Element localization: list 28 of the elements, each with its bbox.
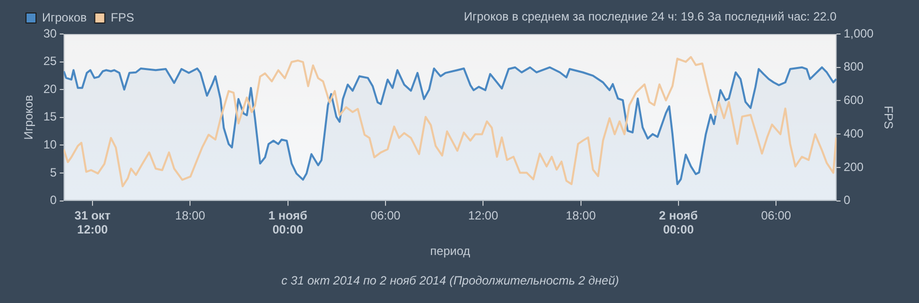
x-tick-label: 06:00 xyxy=(761,208,792,222)
y-axis-title: Игроков xyxy=(22,95,36,140)
x-tick-label: 12:00 xyxy=(468,208,498,222)
y2-tick-label: 200 xyxy=(844,160,864,174)
text: с 31 окт 2014 по 2 нояб 2014 (Продолжительность 2 дней) xyxy=(281,273,619,288)
y-tick-label: 30 xyxy=(43,26,58,40)
y-tick-label: 15 xyxy=(43,110,58,124)
legend-label: FPS xyxy=(110,10,134,24)
y-tick-label: 5 xyxy=(50,165,58,180)
legend-label: Игроков xyxy=(42,10,87,24)
text: Игроков в среднем за последние 24 ч: 19.6 За последний час: 22.0 xyxy=(464,9,837,24)
y-tick-label: 10 xyxy=(43,138,58,152)
y2-axis-title: FPS xyxy=(881,106,896,130)
y2-tick-label: 0 xyxy=(844,193,851,208)
y-tick-label: 0 xyxy=(50,193,58,208)
y2-tick-label: 800 xyxy=(844,60,864,74)
y-tick-label: 25 xyxy=(43,54,58,68)
x-tick-label: 18:00 xyxy=(175,208,206,222)
y2-tick-label: 400 xyxy=(844,126,864,140)
y2-tick-label: 1,000 xyxy=(844,26,874,40)
x-tick-label: 1 нояб 00:00 xyxy=(268,208,308,237)
x-tick-label: 2 нояб 00:00 xyxy=(659,208,698,237)
x-axis-title: период xyxy=(430,244,470,258)
y2-tick-label: 600 xyxy=(844,93,864,108)
y-tick-label: 20 xyxy=(43,82,58,96)
x-tick-label: 18:00 xyxy=(566,208,596,222)
x-tick-label: 31 окт 12:00 xyxy=(74,208,111,237)
x-tick-label: 06:00 xyxy=(370,208,401,222)
